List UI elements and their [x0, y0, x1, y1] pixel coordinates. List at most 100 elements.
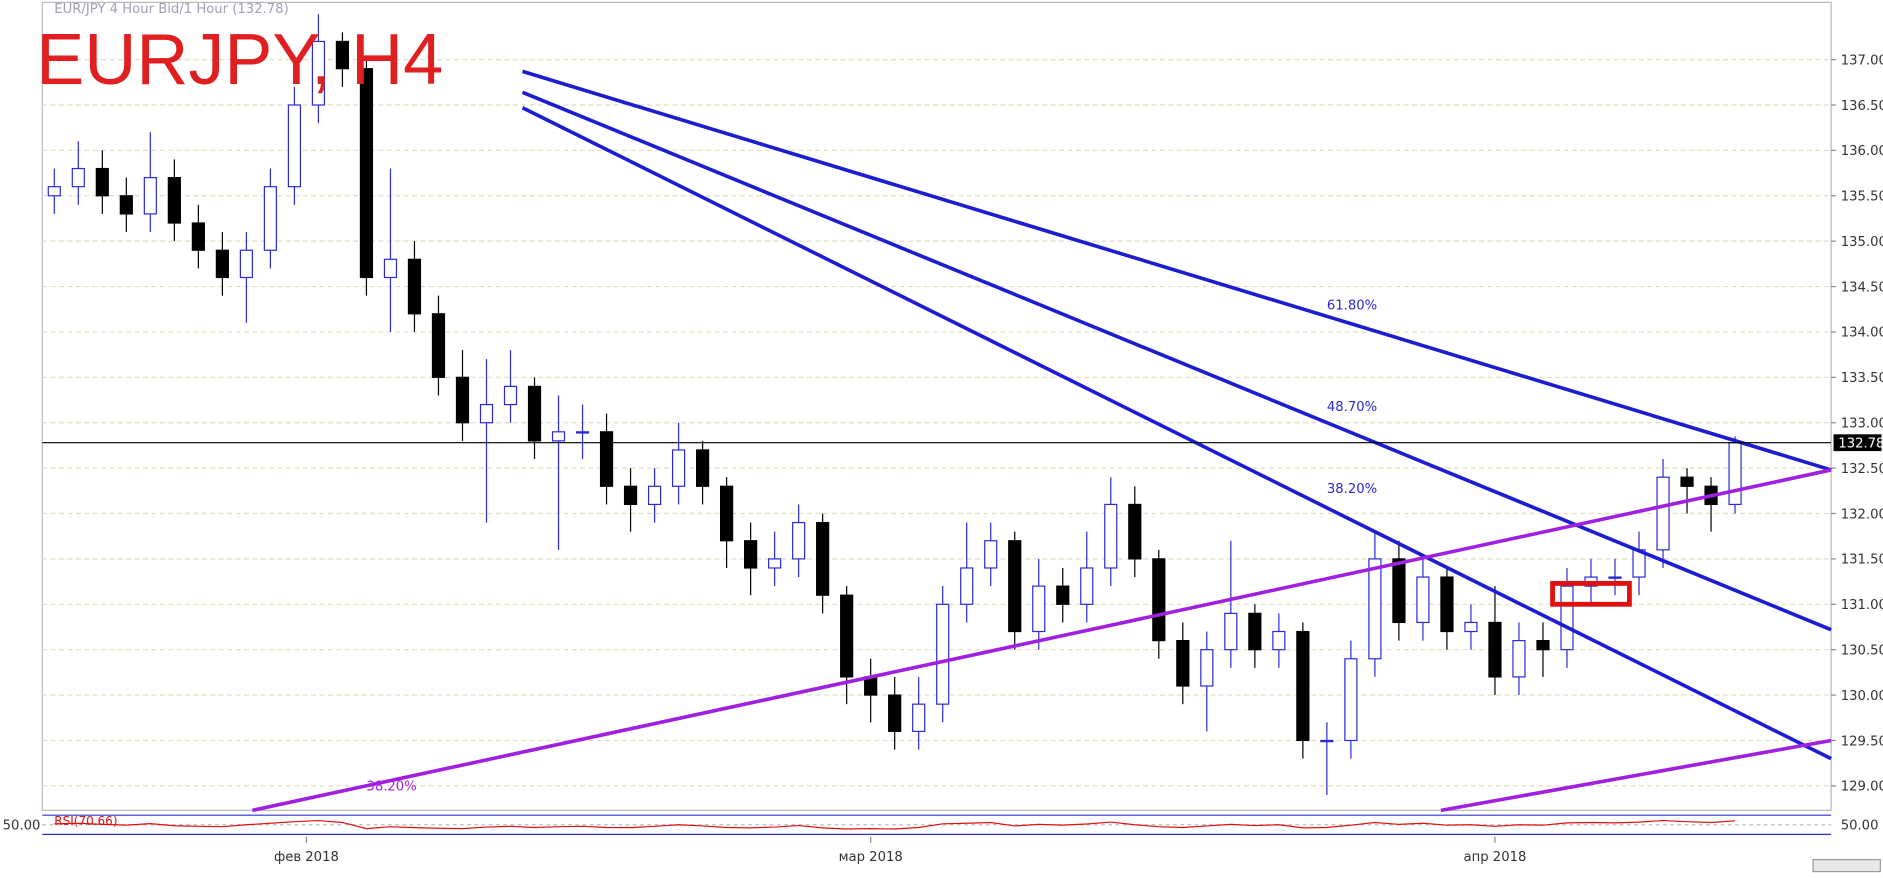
y-tick-label: 132.00: [1841, 507, 1883, 522]
candle-body: [719, 485, 734, 542]
annotation: 61.80%: [1327, 299, 1377, 314]
candle-body: [768, 558, 782, 569]
y-tick-label: 131.00: [1841, 598, 1883, 613]
plot-frame: [41, 1, 1832, 811]
candle-body: [1128, 503, 1142, 560]
candle-body: [1728, 442, 1742, 506]
trend-line: [1440, 738, 1832, 813]
rsi-label: RSI(70.66): [54, 814, 117, 828]
trend-line: [521, 69, 1832, 472]
candle-body: [143, 177, 157, 215]
candle-body: [936, 603, 950, 705]
candle-body: [984, 540, 998, 569]
candle-body: [1200, 649, 1214, 687]
candle-body: [407, 258, 422, 315]
candle-body: [840, 594, 854, 678]
rsi-level-label: 50.00: [3, 819, 41, 834]
candle-body: [1464, 621, 1478, 633]
candle-body: [455, 376, 470, 424]
candle-body: [792, 521, 806, 560]
candle-body: [1512, 640, 1526, 678]
y-tick-label: 136.00: [1841, 144, 1883, 159]
y-tick-label: 134.50: [1841, 280, 1883, 295]
candle-body: [1008, 540, 1022, 633]
last-price-label: 132.78: [1838, 437, 1883, 452]
y-tick-label: 130.00: [1841, 689, 1883, 704]
candle-body: [1296, 630, 1310, 742]
candle-body: [1392, 558, 1406, 624]
candle-body: [1248, 612, 1262, 651]
candle-body: [912, 703, 926, 732]
y-tick-label: 135.00: [1841, 235, 1883, 250]
trend-line: [521, 106, 1832, 761]
y-tick-label: 135.50: [1841, 190, 1883, 205]
candle-body: [1680, 476, 1694, 487]
chart-subtitle: EUR/JPY 4 Hour Bid/1 Hour (132.78): [54, 2, 288, 17]
candle-body: [960, 567, 974, 605]
candle-body: [383, 258, 398, 279]
candle-body: [695, 449, 710, 487]
candle-body: [888, 694, 902, 732]
y-tick-label: 129.50: [1841, 734, 1883, 749]
y-tick-label: 130.50: [1841, 643, 1883, 658]
candle-body: [167, 177, 181, 224]
candle-body: [311, 40, 326, 106]
candle-body: [575, 431, 590, 434]
x-tick-label: мар 2018: [839, 850, 903, 865]
candle-body: [1656, 476, 1670, 551]
candle-body: [1176, 640, 1190, 687]
candle-body: [119, 195, 133, 215]
candle-body: [1536, 640, 1550, 651]
y-tick-label: 129.00: [1841, 780, 1883, 795]
candle-body: [1344, 658, 1358, 742]
candle-body: [287, 104, 302, 188]
chart-title: EURJPY, H4: [36, 20, 443, 100]
candle-body: [1440, 576, 1454, 633]
y-tick-label: 133.00: [1841, 417, 1883, 432]
scrollbar[interactable]: [1812, 858, 1881, 873]
candle-body: [1488, 621, 1502, 678]
annotation: 48.70%: [1327, 400, 1377, 415]
candle-body: [503, 385, 518, 406]
annotation: 38.20%: [1327, 482, 1377, 497]
candle-body: [1560, 585, 1574, 651]
y-tick-label: 132.50: [1841, 462, 1883, 477]
candle-body: [263, 186, 277, 251]
candle-body: [479, 403, 494, 424]
candle-body: [527, 385, 542, 442]
candle-body: [239, 249, 253, 279]
candle-body: [335, 40, 350, 70]
candle-body: [95, 167, 109, 197]
candle-body: [1104, 503, 1118, 569]
candle-body: [1080, 567, 1094, 605]
trend-line: [252, 468, 1832, 813]
candle-body: [1272, 630, 1286, 651]
y-tick-label: 137.00: [1841, 53, 1883, 68]
candle-body: [551, 431, 566, 442]
candle-body: [71, 167, 85, 188]
y-tick-label: 136.50: [1841, 99, 1883, 114]
y-tick-label: 134.00: [1841, 326, 1883, 341]
candle-body: [1320, 739, 1334, 743]
candle-body: [1032, 585, 1046, 633]
rsi-line: [54, 819, 1736, 830]
last-price-box: [1833, 434, 1882, 452]
candle-body: [623, 485, 638, 506]
annotation: 38.20%: [366, 780, 416, 795]
highlight-box: [1550, 581, 1632, 607]
candle-body: [359, 68, 374, 279]
x-tick-label: фев 2018: [274, 850, 339, 865]
candle-body: [647, 485, 662, 506]
y-tick-label: 133.50: [1841, 371, 1883, 386]
candle-body: [1152, 558, 1166, 642]
candle-body: [816, 521, 830, 596]
candle-body: [1608, 576, 1622, 579]
x-tick-label: апр 2018: [1464, 850, 1527, 865]
candle-body: [1416, 576, 1430, 624]
candle-body: [215, 249, 229, 279]
candle-body: [599, 431, 614, 487]
candle-body: [191, 222, 205, 251]
y-tick-label: 131.50: [1841, 553, 1883, 568]
